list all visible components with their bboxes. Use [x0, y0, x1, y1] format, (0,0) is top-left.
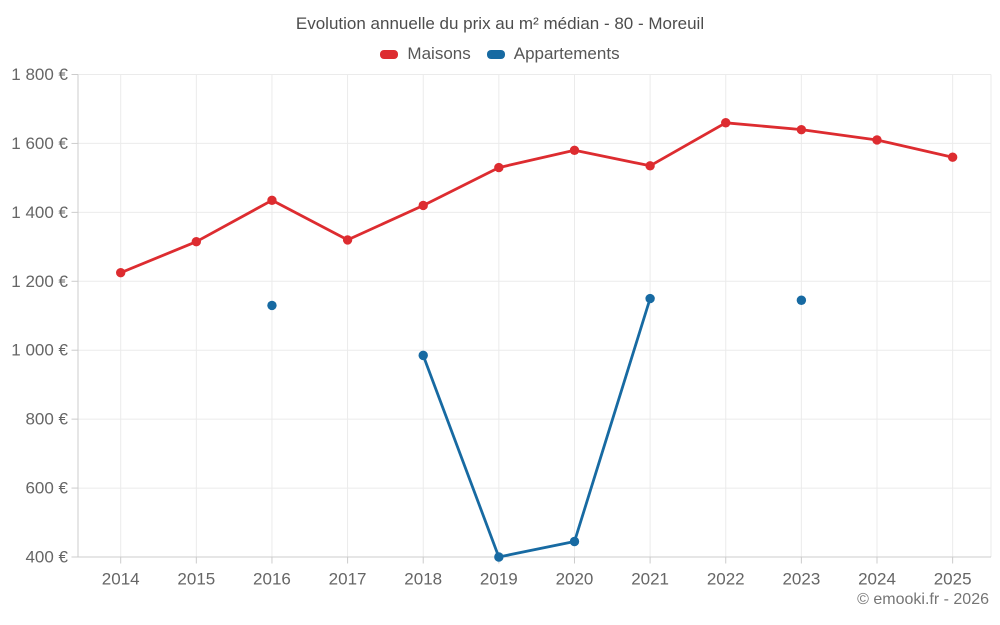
x-tick-label: 2018 — [404, 570, 442, 589]
data-point-maisons-2019[interactable] — [494, 162, 504, 173]
x-tick-label: 2025 — [934, 570, 972, 589]
data-point-maisons-2024[interactable] — [872, 135, 882, 145]
y-tick-label: 800 € — [25, 410, 68, 429]
series-line-appartements — [421, 297, 652, 559]
data-point-appartements-2019[interactable] — [494, 552, 504, 562]
y-tick-label: 1 800 € — [11, 65, 68, 84]
data-point-maisons-2021[interactable] — [645, 161, 655, 171]
legend-item-maisons[interactable]: Maisons — [380, 44, 471, 64]
legend-item-appartements[interactable]: Appartements — [486, 44, 620, 64]
data-point-maisons-2025[interactable] — [947, 152, 958, 162]
x-tick-label: 2021 — [631, 570, 669, 589]
legend-label-maisons: Maisons — [407, 44, 471, 63]
data-point-maisons-2016[interactable] — [267, 195, 277, 205]
data-point-appartements-2021[interactable] — [645, 293, 655, 304]
data-point-appartements-2016[interactable] — [267, 300, 277, 311]
legend: Maisons Appartements — [0, 44, 1000, 64]
x-tick-label: 2017 — [329, 570, 367, 589]
x-tick-label: 2019 — [480, 570, 518, 589]
data-point-maisons-2022[interactable] — [721, 118, 731, 128]
x-tick-label: 2023 — [782, 570, 820, 589]
x-tick-label: 2022 — [707, 570, 745, 589]
series-line-maisons — [119, 121, 954, 275]
data-point-maisons-2017[interactable] — [342, 235, 353, 245]
x-tick-label: 2024 — [858, 570, 896, 589]
data-point-maisons-2015[interactable] — [191, 236, 202, 247]
legend-label-appartements: Appartements — [513, 44, 620, 63]
data-point-appartements-2018[interactable] — [418, 350, 428, 361]
y-tick-label: 400 € — [25, 548, 68, 567]
y-tick-label: 1 000 € — [11, 341, 68, 360]
data-point-maisons-2018[interactable] — [418, 200, 428, 211]
maisons-series-swatch-icon — [380, 49, 399, 59]
x-tick-label: 2020 — [556, 570, 594, 589]
data-point-appartements-2023[interactable] — [796, 295, 807, 305]
y-tick-label: 600 € — [25, 479, 68, 498]
y-tick-label: 1 600 € — [11, 134, 68, 153]
data-point-maisons-2020[interactable] — [569, 145, 580, 156]
y-tick-label: 1 400 € — [11, 203, 68, 222]
data-point-maisons-2014[interactable] — [116, 267, 126, 278]
data-point-maisons-2023[interactable] — [796, 124, 807, 135]
x-tick-label: 2014 — [102, 570, 140, 589]
x-tick-label: 2016 — [253, 570, 291, 589]
x-tick-label: 2015 — [177, 570, 215, 589]
data-point-appartements-2020[interactable] — [569, 536, 580, 547]
copyright-text: © emooki.fr - 2026 — [857, 591, 989, 608]
y-tick-label: 1 200 € — [11, 272, 68, 291]
chart-title: Evolution annuelle du prix au m² médian … — [295, 14, 705, 33]
appartements-series-swatch-icon — [486, 49, 505, 59]
